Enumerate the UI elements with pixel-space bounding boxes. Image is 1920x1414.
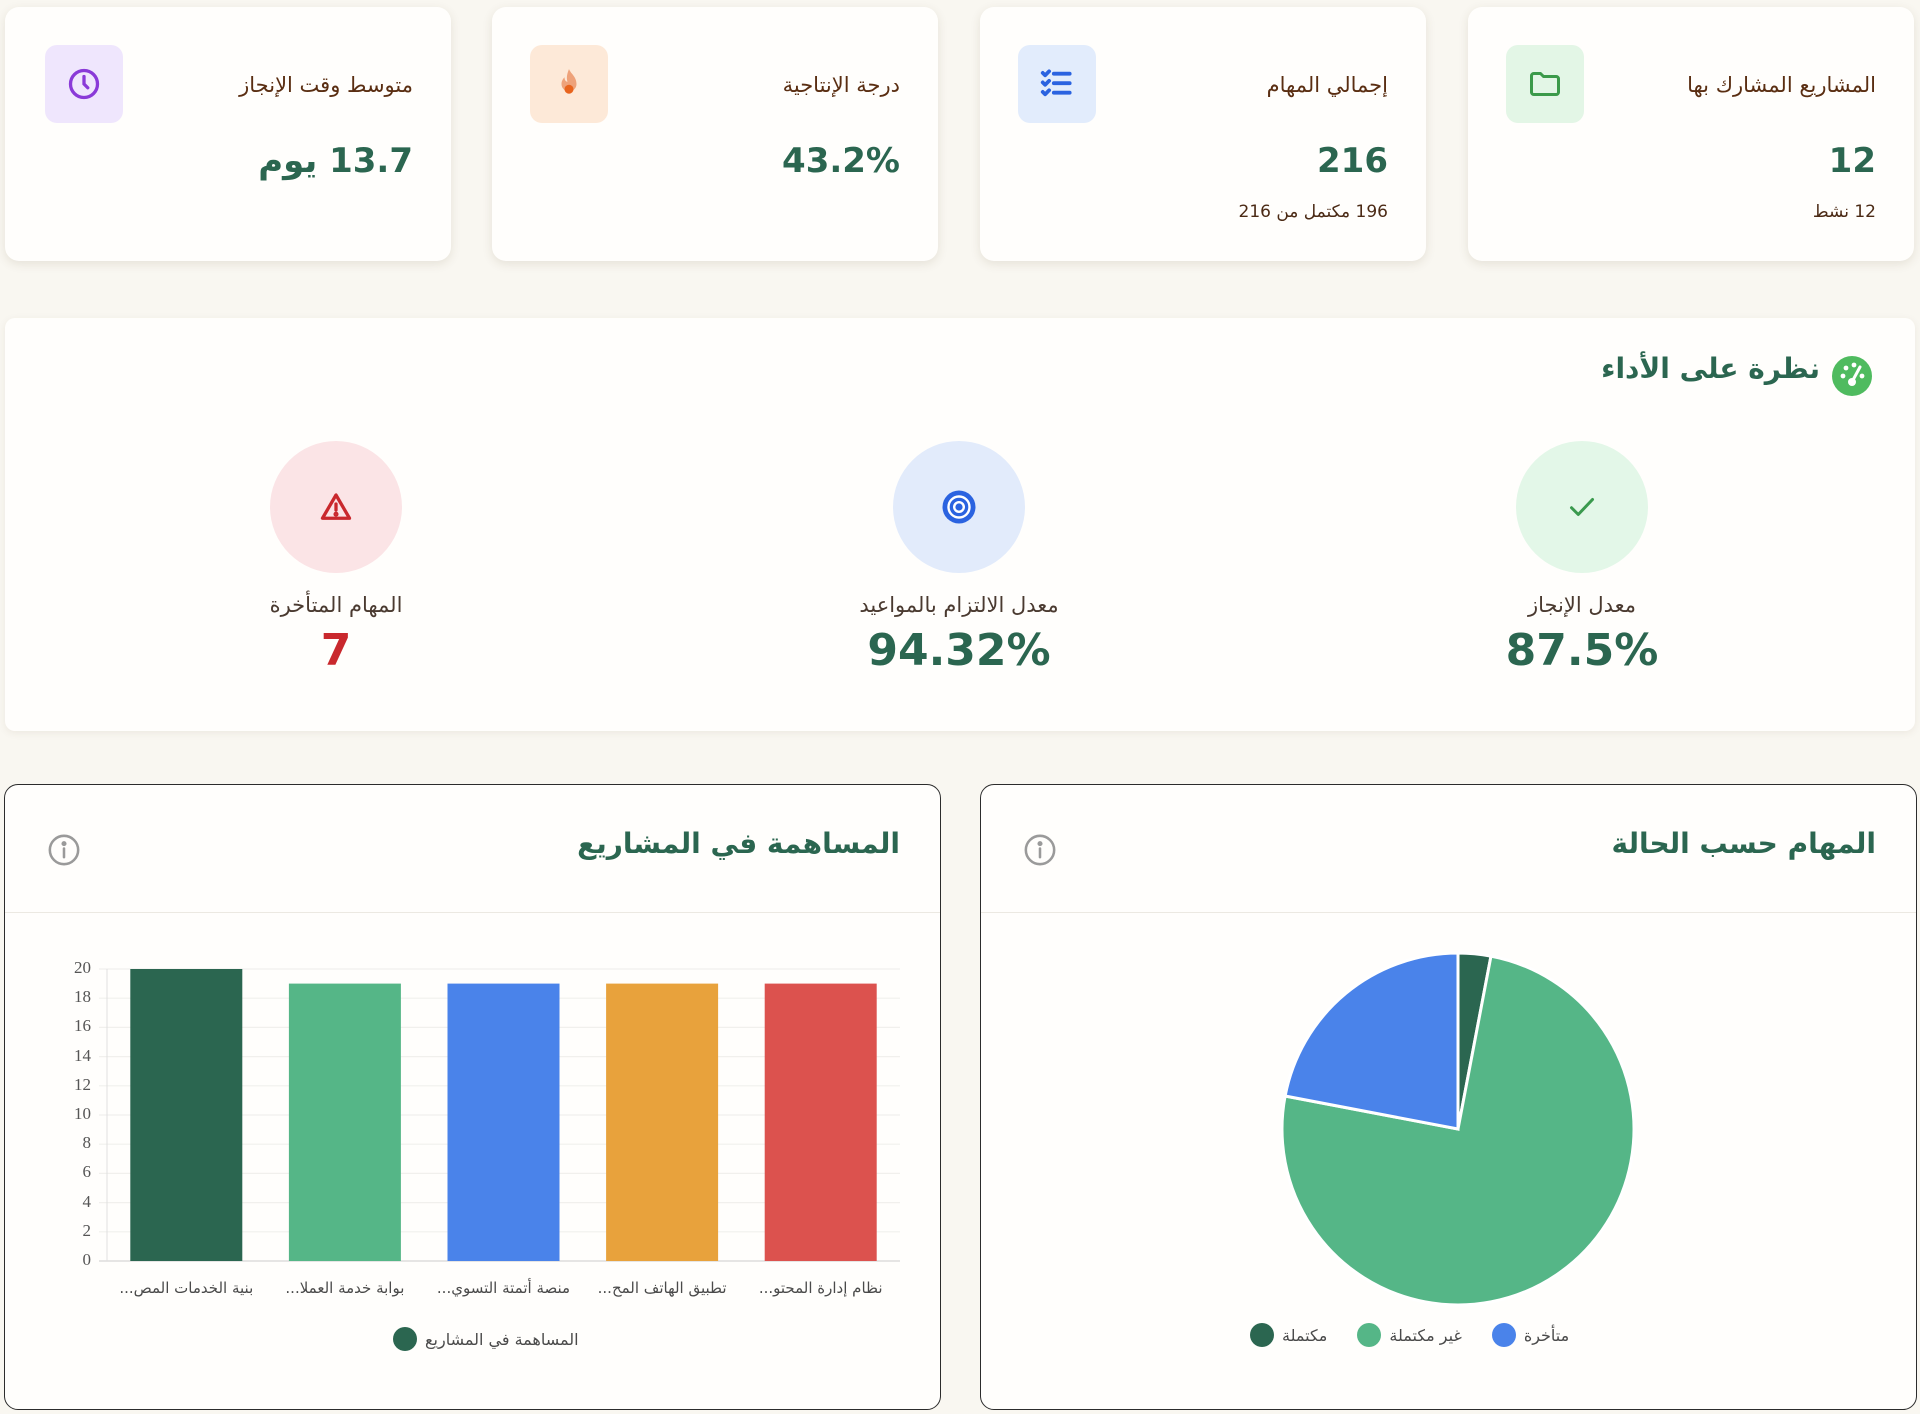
chart-header: المهام حسب الحالة	[981, 785, 1916, 913]
y-tick-label: 6	[82, 1162, 92, 1182]
chart-title: المساهمة في المشاريع	[577, 827, 900, 860]
legend-dot-completed	[1250, 1323, 1274, 1347]
metric-completion-rate: معدل الإنجاز 87.5%	[1432, 441, 1732, 676]
task-list-icon	[1018, 45, 1096, 123]
clock-icon	[45, 45, 123, 123]
y-tick-label: 10	[74, 1104, 91, 1123]
metric-on-time-rate: معدل الالتزام بالمواعيد 94.32%	[809, 441, 1109, 676]
metric-label: معدل الالتزام بالمواعيد	[859, 593, 1059, 617]
pie-legend: متأخرة غير مكتملة مكتملة	[1250, 1323, 1569, 1347]
warning-icon	[270, 441, 402, 573]
y-tick-label: 20	[74, 958, 91, 977]
x-category-label: بوابة خدمة العملا...	[285, 1279, 405, 1297]
y-tick-label: 18	[74, 987, 91, 1007]
y-tick-label: 4	[82, 1191, 92, 1211]
check-icon	[1516, 441, 1648, 573]
stat-value: 12	[1828, 141, 1876, 181]
bar[interactable]	[288, 983, 401, 1261]
bar[interactable]	[130, 969, 243, 1261]
bar[interactable]	[447, 983, 560, 1261]
stat-value: 216	[1317, 141, 1388, 181]
pie-chart	[1280, 951, 1636, 1307]
metric-value: 7	[320, 625, 352, 676]
y-tick-label: 16	[74, 1016, 91, 1036]
stat-value: 43.2%	[782, 141, 900, 181]
info-icon[interactable]	[1023, 833, 1057, 867]
y-tick-label: 0	[82, 1250, 92, 1269]
legend-dot	[393, 1327, 417, 1351]
legend-dot-incomplete	[1357, 1323, 1382, 1347]
stat-title: متوسط وقت الإنجاز	[239, 73, 413, 97]
stat-subtext: 196 مكتمل من 216	[1238, 202, 1389, 222]
y-tick-label: 2	[82, 1220, 92, 1240]
legend-label-completed: مكتملة	[1282, 1325, 1328, 1345]
y-tick-label: 12	[74, 1074, 91, 1094]
pie-slice[interactable]	[1280, 954, 1636, 1307]
metric-label: المهام المتأخرة	[269, 593, 403, 617]
stat-card-productivity: درجة الإنتاجية 43.2%	[492, 7, 938, 261]
metric-value: 87.5%	[1505, 625, 1659, 676]
performance-title: نظرة على الأداء	[1601, 352, 1820, 385]
stat-subtext: 12 نشط	[1812, 202, 1876, 222]
x-category-label: نظام إدارة المحتو...	[758, 1279, 883, 1297]
metric-label: معدل الإنجاز	[1527, 593, 1637, 617]
stat-card-projects: المشاريع المشارك بها 12 12 نشط	[1468, 7, 1914, 261]
stat-card-avg-time: متوسط وقت الإنجاز 13.7 يوم	[5, 7, 451, 261]
bar-chart	[99, 968, 900, 1262]
contribution-chart-card: المساهمة في المشاريع 0 2 4 6 8 10 12 14 16 18 20 ن…	[4, 784, 941, 1410]
x-category-label: تطبيق الهاتف المح...	[597, 1279, 727, 1297]
bar[interactable]	[606, 983, 719, 1261]
stat-title: إجمالي المهام	[1266, 73, 1388, 97]
y-tick-label: 14	[74, 1045, 91, 1065]
pie-slice[interactable]	[1283, 951, 1460, 1131]
gauge-icon	[1832, 356, 1872, 396]
x-category-label: بنية الخدمات المص...	[119, 1279, 254, 1297]
chart-header: المساهمة في المشاريع	[5, 785, 940, 913]
legend-label: المساهمة في المشاريع	[425, 1329, 579, 1349]
target-icon	[893, 441, 1025, 573]
stat-title: درجة الإنتاجية	[782, 73, 900, 97]
stat-title: المشاريع المشارك بها	[1687, 73, 1876, 97]
stat-card-tasks: إجمالي المهام 216 196 مكتمل من 216	[980, 7, 1426, 261]
y-tick-label: 8	[82, 1133, 92, 1153]
legend-dot-overdue	[1491, 1323, 1516, 1347]
status-chart-card: المهام حسب الحالة متأخرة غير مكتملة مكتم…	[980, 784, 1917, 1410]
x-category-label: منصة أتمتة التسوي...	[436, 1279, 571, 1297]
info-icon[interactable]	[47, 833, 81, 867]
legend-label-overdue: متأخرة	[1523, 1325, 1570, 1345]
bar-legend: المساهمة في المشاريع	[393, 1327, 579, 1351]
metric-overdue-tasks: المهام المتأخرة 7	[186, 441, 486, 676]
fire-icon	[530, 45, 608, 123]
legend-label-incomplete: غير مكتملة	[1389, 1325, 1462, 1345]
stat-value: 13.7 يوم	[258, 141, 413, 181]
chart-title: المهام حسب الحالة	[1611, 827, 1876, 860]
bar[interactable]	[764, 983, 877, 1261]
folder-icon	[1506, 45, 1584, 123]
metric-value: 94.32%	[867, 625, 1051, 676]
